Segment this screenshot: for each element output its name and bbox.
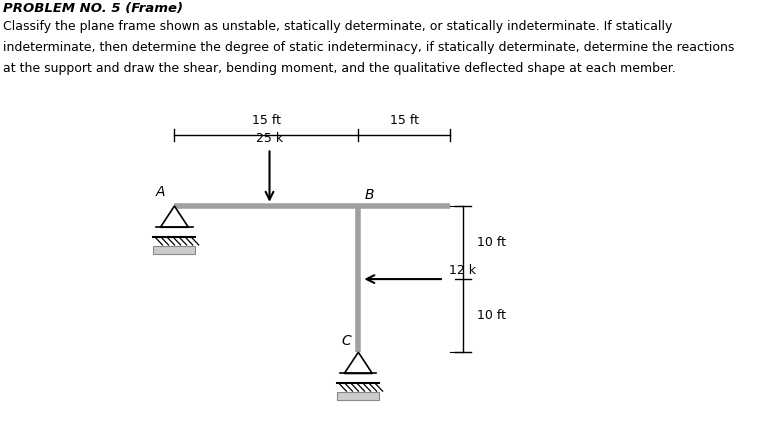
Text: 25 k: 25 k — [256, 132, 283, 145]
Text: 10 ft: 10 ft — [477, 236, 506, 249]
Text: at the support and draw the shear, bending moment, and the qualitative deflected: at the support and draw the shear, bendi… — [3, 62, 676, 75]
Polygon shape — [160, 206, 188, 227]
Text: 10 ft: 10 ft — [477, 309, 506, 322]
Text: A: A — [156, 185, 166, 199]
Text: PROBLEM NO. 5 (Frame): PROBLEM NO. 5 (Frame) — [3, 2, 183, 15]
Text: indeterminate, then determine the degree of static indeterminacy, if statically : indeterminate, then determine the degree… — [3, 41, 735, 54]
FancyBboxPatch shape — [153, 246, 195, 254]
Text: 12 k: 12 k — [449, 264, 476, 277]
Text: 15 ft: 15 ft — [252, 114, 281, 127]
Text: C: C — [341, 334, 351, 348]
FancyBboxPatch shape — [338, 392, 379, 400]
Text: Classify the plane frame shown as unstable, statically determinate, or staticall: Classify the plane frame shown as unstab… — [3, 20, 672, 33]
Polygon shape — [345, 352, 372, 373]
Text: B: B — [365, 188, 374, 202]
Text: 15 ft: 15 ft — [390, 114, 419, 127]
